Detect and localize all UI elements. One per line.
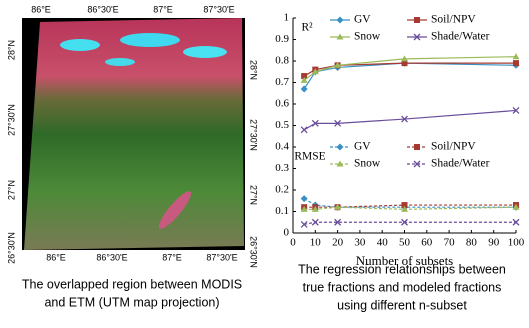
map-top-label: 87°E: [153, 4, 173, 14]
y-tick-label: 0.1: [275, 205, 289, 217]
chart-caption: using different n-subset: [337, 298, 467, 312]
marker: [401, 115, 408, 123]
legend-title: R²: [301, 22, 313, 34]
x-tick-label: 40: [377, 237, 389, 249]
legend-marker: [413, 33, 421, 41]
marker: [300, 85, 308, 93]
map-top-label: 87°30'E: [203, 4, 234, 14]
map-left-label: 27°30'N: [6, 104, 16, 136]
legend-marker: [336, 143, 344, 151]
marker: [401, 205, 408, 212]
marker: [300, 220, 308, 228]
chart-caption: true fractions and modeled fractions: [303, 280, 502, 294]
x-tick-label: 50: [399, 237, 411, 249]
marker: [512, 106, 520, 114]
satellite-image: [22, 18, 245, 250]
legend-title: RMSE: [294, 151, 325, 163]
legend-marker: [336, 16, 344, 24]
legend-marker: [336, 33, 344, 40]
map-right-label: 27°N: [249, 185, 259, 205]
map-caption: and ETM (UTM map projection): [44, 295, 219, 309]
x-tick-label: 0: [290, 237, 296, 249]
y-tick-label: 0.4: [275, 141, 289, 153]
marker: [401, 60, 408, 67]
x-tick-label: 70: [444, 237, 456, 249]
marker: [512, 53, 520, 60]
chart-caption: The regression relationships between: [298, 262, 506, 276]
series-line: [303, 109, 517, 131]
legend-label: Snow: [354, 31, 381, 43]
map-bottom-label: 86°30'E: [96, 252, 127, 262]
marker: [301, 73, 308, 80]
legend-marker: [413, 160, 421, 168]
x-axis-label: Number of subsets: [356, 253, 454, 268]
marker: [311, 68, 319, 75]
map-left-label: 26°30'N: [6, 232, 16, 264]
legend-label: Shade/Water: [431, 31, 490, 43]
marker: [334, 119, 342, 127]
x-tick-label: 30: [354, 237, 366, 249]
legend-label: Soil/NPV: [431, 14, 476, 26]
marker: [512, 203, 520, 210]
x-tick-label: 80: [466, 237, 478, 249]
marker: [300, 195, 308, 203]
x-tick-label: 10: [310, 237, 322, 249]
marker: [300, 205, 308, 212]
map-top-label: 86°30'E: [87, 4, 118, 14]
series-line: [304, 221, 516, 225]
axes: [292, 18, 516, 234]
y-tick-label: 0.2: [275, 184, 289, 196]
map-bottom-label: 87°E: [162, 252, 182, 262]
legend-label: GV: [354, 141, 371, 153]
map-right-label: 27°30'N: [249, 119, 259, 151]
map-caption: The overlapped region between MODIS: [22, 277, 242, 291]
y-tick-label: 0.7: [275, 76, 289, 88]
map-right-label: 28°N: [249, 60, 259, 80]
x-tick-label: 20: [332, 237, 344, 249]
legend-label: GV: [354, 14, 371, 26]
y-tick-label: 0: [284, 227, 290, 239]
series-line: [304, 204, 516, 208]
y-tick-label: 0.3: [275, 162, 289, 174]
series-line: [304, 206, 517, 210]
map-left-label: 28°N: [6, 40, 16, 60]
map-left-label: 27°N: [6, 180, 16, 200]
legend-label: Shade/Water: [431, 158, 490, 170]
map-right-label: 26°30'N: [249, 236, 259, 268]
map-bottom-label: 86°E: [46, 252, 66, 262]
y-tick-label: 0.9: [275, 33, 289, 45]
marker: [334, 61, 342, 68]
legend-label: Soil/NPV: [431, 141, 476, 153]
marker: [401, 55, 408, 62]
marker: [513, 60, 519, 67]
legend-marker: [336, 160, 344, 167]
map-bottom-label: 87°30'E: [206, 252, 237, 262]
x-tick-label: 100: [508, 237, 525, 249]
legend-label: Snow: [354, 158, 381, 170]
y-tick-label: 0.8: [275, 55, 289, 67]
map-top-label: 86°E: [31, 4, 51, 14]
x-tick-label: 90: [488, 237, 500, 249]
marker: [300, 126, 308, 134]
legend-marker: [414, 17, 420, 23]
marker: [334, 203, 342, 210]
marker: [300, 76, 308, 83]
x-tick-label: 60: [421, 237, 433, 249]
y-tick-label: 0.6: [275, 98, 289, 110]
marker: [401, 218, 408, 226]
legend-marker: [414, 144, 420, 150]
marker: [512, 218, 520, 226]
y-tick-label: 0.5: [275, 119, 289, 131]
marker: [311, 218, 319, 226]
marker: [311, 119, 319, 127]
y-tick-label: 1: [284, 12, 290, 24]
marker: [334, 218, 342, 226]
marker: [401, 202, 408, 209]
marker: [311, 205, 319, 212]
